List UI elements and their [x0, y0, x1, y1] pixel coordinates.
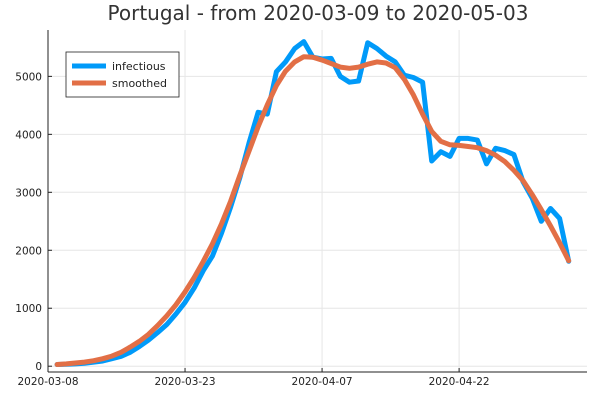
y-tick-label: 3000 — [15, 187, 42, 199]
chart-title: Portugal - from 2020-03-09 to 2020-05-03 — [108, 1, 529, 25]
tick-labels: 2020-03-08 2020-03-23 2020-04-07 2020-04-22… — [15, 71, 489, 388]
series-line-smoothed — [54, 54, 572, 367]
series-lines — [54, 39, 572, 367]
y-tick-label: 5000 — [15, 71, 42, 83]
y-tick-label: 4000 — [15, 129, 42, 141]
y-tick-label: 1000 — [15, 303, 42, 315]
y-tick-label: 2000 — [15, 245, 42, 257]
grid-lines — [47, 30, 587, 372]
x-tick-label: 2020-04-22 — [429, 376, 490, 388]
legend-label-infectious: infectious — [112, 60, 166, 73]
y-tick-label: 0 — [35, 361, 42, 373]
x-tick-label: 2020-04-07 — [292, 376, 353, 388]
x-tick-label: 2020-03-23 — [155, 376, 216, 388]
legend-box — [65, 51, 180, 98]
axes — [47, 30, 587, 373]
legend-label-smoothed: smoothed — [112, 77, 167, 90]
x-tick-label: 2020-03-08 — [17, 376, 78, 388]
legend: infectious smoothed — [65, 51, 180, 98]
